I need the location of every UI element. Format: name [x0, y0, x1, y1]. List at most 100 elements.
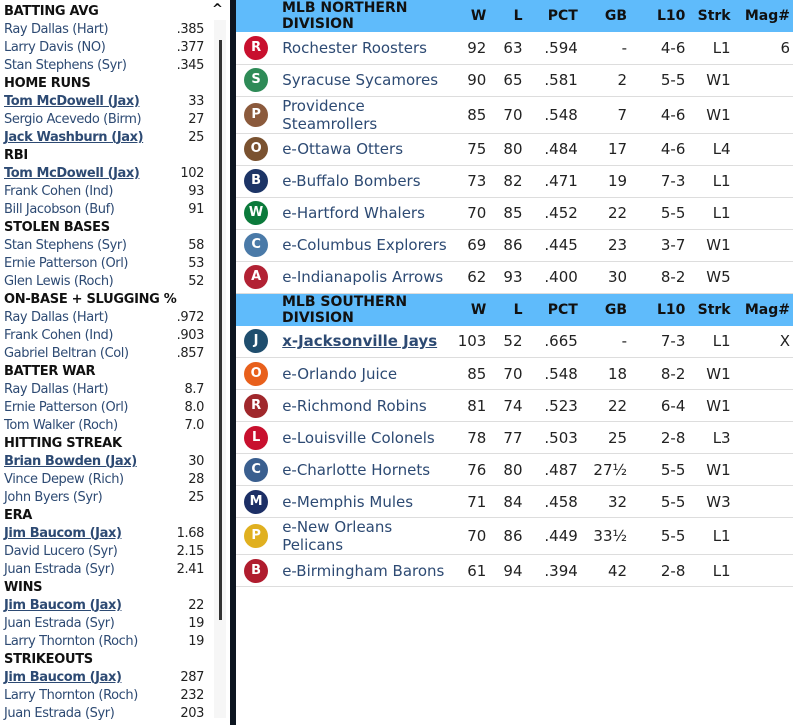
player-name: David Lucero (Syr)	[4, 544, 118, 559]
team-name-link[interactable]: Rochester Roosters	[282, 38, 427, 57]
team-name-cell: e-Buffalo Bombers	[272, 165, 452, 198]
team-logo-cell: B	[236, 554, 273, 587]
team-logo-cell: C	[236, 453, 273, 486]
column-header-strk[interactable]: Strk	[685, 0, 731, 32]
team-strk: L3	[685, 421, 731, 454]
scrollbar-thumb[interactable]	[219, 40, 222, 620]
leader-row: Stan Stephens (Syr) .345	[4, 57, 204, 75]
leader-row: David Lucero (Syr) 2.15	[4, 543, 204, 561]
leader-row: Ernie Patterson (Orl) 8.0	[4, 399, 204, 417]
team-name-link[interactable]: e-Memphis Mules	[282, 492, 414, 511]
team-l10: 5-5	[627, 517, 686, 555]
leader-row: Jim Baucom (Jax) 287	[4, 669, 204, 687]
player-name: Ray Dallas (Hart)	[4, 310, 109, 325]
team-w: 75	[451, 133, 487, 166]
team-strk: W1	[685, 357, 731, 390]
leader-category-title: ON-BASE + SLUGGING %	[4, 292, 177, 307]
leader-category-title: BATTER WAR	[4, 364, 96, 379]
player-name: Frank Cohen (Ind)	[4, 328, 114, 343]
team-name-link[interactable]: e-Charlotte Hornets	[282, 460, 431, 479]
player-link[interactable]: Jim Baucom (Jax)	[4, 670, 122, 685]
column-header-mag[interactable]: Mag#	[730, 293, 793, 326]
player-link[interactable]: Jack Washburn (Jax)	[4, 130, 144, 145]
column-header-mag[interactable]: Mag#	[730, 0, 793, 32]
column-header-pct[interactable]: PCT	[522, 293, 578, 326]
team-mag: 6	[730, 32, 793, 65]
team-pct: .548	[522, 96, 578, 134]
team-mag	[730, 453, 793, 486]
player-link[interactable]: Brian Bowden (Jax)	[4, 454, 137, 469]
scroll-up-icon[interactable]: ^	[212, 2, 223, 17]
team-name-link[interactable]: e-Ottawa Otters	[282, 140, 404, 158]
player-name: Stan Stephens (Syr)	[4, 238, 127, 253]
column-header-l10[interactable]: L10	[627, 293, 686, 326]
team-name-link[interactable]: x-Jacksonville Jays	[282, 332, 438, 351]
panel-divider[interactable]	[230, 0, 236, 725]
league-leaders-panel: BATTING AVG Ray Dallas (Hart) .385 Larry Da…	[0, 0, 230, 725]
leader-row: Frank Cohen (Ind) 93	[4, 183, 204, 201]
team-w: 70	[451, 517, 487, 555]
column-header-l10[interactable]: L10	[627, 0, 686, 32]
team-mag	[730, 197, 793, 230]
player-link[interactable]: Tom McDowell (Jax)	[4, 94, 140, 109]
team-pct: .665	[522, 325, 578, 358]
team-gb: 17	[577, 133, 628, 166]
team-strk: L1	[685, 554, 731, 587]
column-header-gb[interactable]: GB	[577, 0, 628, 32]
team-l: 65	[486, 64, 523, 97]
player-link[interactable]: Jim Baucom (Jax)	[4, 598, 122, 613]
team-name-link[interactable]: e-Birmingham Barons	[282, 561, 445, 580]
player-name: Juan Estrada (Syr)	[4, 562, 115, 577]
column-header-strk[interactable]: Strk	[685, 293, 731, 326]
leader-row: Jim Baucom (Jax) 22	[4, 597, 204, 615]
team-mag	[730, 64, 793, 97]
player-link[interactable]: Tom McDowell (Jax)	[4, 166, 140, 181]
team-logo-icon: P	[244, 102, 269, 127]
team-logo-cell: B	[236, 165, 273, 198]
leader-value: 30	[188, 454, 204, 469]
team-name-link[interactable]: e-Louisville Colonels	[282, 428, 435, 447]
team-strk: L1	[685, 325, 731, 358]
team-logo-icon: R	[244, 393, 269, 418]
team-logo-cell: P	[236, 96, 273, 134]
team-name-link[interactable]: e-New Orleans Pelicans	[282, 518, 393, 554]
column-header-gb[interactable]: GB	[577, 293, 628, 326]
team-name-link[interactable]: Syracuse Sycamores	[282, 71, 439, 89]
team-row: R Rochester Roosters 92 63.594-4-6 L1 6	[236, 32, 793, 65]
team-logo-cell: M	[236, 485, 273, 518]
player-link[interactable]: Jim Baucom (Jax)	[4, 526, 122, 541]
player-name: Larry Thornton (Roch)	[4, 688, 138, 703]
column-header-pct[interactable]: PCT	[522, 0, 578, 32]
leader-value: .345	[176, 58, 205, 73]
column-header-l[interactable]: L	[486, 0, 523, 32]
leader-value: 25	[188, 490, 204, 505]
team-row: S Syracuse Sycamores 90 65.581 2 5-5 W1	[236, 64, 793, 97]
team-name-link[interactable]: Providence Steamrollers	[282, 96, 378, 133]
leader-row: Larry Thornton (Roch) 232	[4, 687, 204, 705]
team-w: 61	[451, 554, 487, 587]
leader-value: 19	[188, 634, 204, 649]
team-l: 74	[486, 389, 523, 422]
team-name-link[interactable]: e-Columbus Explorers	[282, 236, 447, 254]
leader-row: Juan Estrada (Syr) 2.41	[4, 561, 204, 579]
team-name-link[interactable]: e-Richmond Robins	[282, 396, 427, 415]
team-l10: 4-6	[627, 96, 686, 134]
leader-value: .972	[176, 310, 205, 325]
team-logo-icon: S	[244, 68, 269, 92]
division-header: MLB NORTHERN DIVISION W L PCT GB L10 Strk Mag#	[236, 0, 793, 32]
team-mag: X	[730, 325, 793, 358]
team-gb: 23	[577, 229, 628, 262]
team-name-link[interactable]: e-Buffalo Bombers	[282, 172, 421, 190]
column-header-w[interactable]: W	[451, 0, 487, 32]
team-mag	[730, 229, 793, 262]
team-mag	[730, 133, 793, 166]
team-name-link[interactable]: e-Indianapolis Arrows	[282, 268, 444, 286]
team-name-link[interactable]: e-Hartford Whalers	[282, 204, 425, 222]
column-header-w[interactable]: W	[451, 293, 487, 326]
team-pct: .400	[522, 261, 578, 294]
column-header-l[interactable]: L	[486, 293, 523, 326]
team-w: 71	[451, 485, 487, 518]
team-name-link[interactable]: e-Orlando Juice	[282, 364, 398, 383]
team-logo-icon: M	[244, 489, 269, 514]
